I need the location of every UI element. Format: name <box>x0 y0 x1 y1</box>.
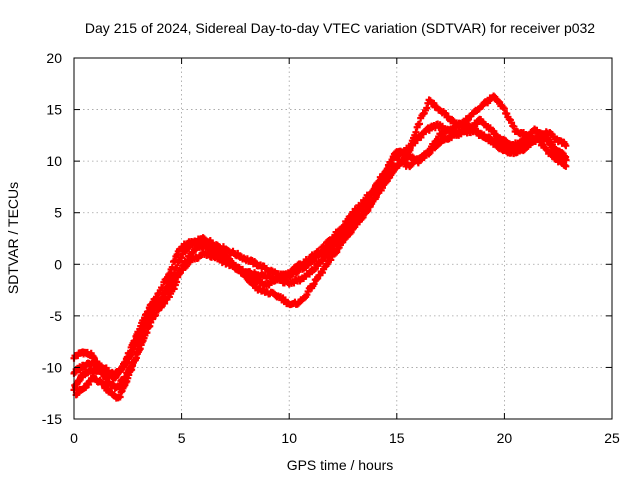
marker-plus <box>540 131 548 139</box>
marker-plus <box>171 257 179 265</box>
marker-plus <box>163 274 171 282</box>
marker-plus <box>333 248 341 256</box>
marker-plus <box>358 214 366 222</box>
marker-plus <box>159 284 167 292</box>
marker-plus <box>404 153 412 161</box>
marker-plus <box>525 134 533 142</box>
marker-plus <box>289 268 297 276</box>
marker-plus <box>310 280 318 288</box>
marker-plus <box>541 130 549 138</box>
x-tick-label: 0 <box>70 430 78 446</box>
marker-plus <box>385 162 393 170</box>
y-tick-label: -5 <box>50 308 63 324</box>
marker-plus <box>448 134 456 142</box>
marker-plus <box>416 120 424 128</box>
marker-plus <box>344 217 352 225</box>
marker-plus <box>173 278 181 286</box>
marker-plus <box>170 285 178 293</box>
axis-ticks <box>73 57 613 420</box>
marker-plus <box>165 271 173 279</box>
x-tick-label: 5 <box>178 430 186 446</box>
marker-plus <box>412 128 420 136</box>
marker-plus <box>473 120 481 128</box>
marker-plus <box>364 207 372 215</box>
marker-plus <box>183 256 191 264</box>
marker-plus <box>340 221 348 229</box>
marker-plus <box>168 263 176 271</box>
y-axis-label: SDTVAR / TECUs <box>5 182 21 294</box>
x-axis-label: GPS time / hours <box>287 457 394 473</box>
x-tick-label: 15 <box>389 430 405 446</box>
marker-plus <box>500 105 508 113</box>
plot-frame <box>73 57 613 420</box>
marker-plus <box>177 266 185 274</box>
marker-plus <box>562 153 570 161</box>
chart-title: Day 215 of 2024, Sidereal Day-to-day VTE… <box>85 20 595 36</box>
marker-plus <box>293 265 301 273</box>
x-tick-label: 25 <box>604 430 620 446</box>
marker-plus <box>510 123 518 131</box>
y-tick-label: 5 <box>54 205 62 221</box>
y-tick-label: -10 <box>42 359 62 375</box>
y-tick-label: 10 <box>46 153 62 169</box>
series-track-4 <box>70 115 570 382</box>
marker-plus <box>417 133 425 141</box>
x-tick-label: 20 <box>497 430 513 446</box>
marker-plus <box>281 296 289 304</box>
marker-plus <box>474 127 482 135</box>
marker-plus <box>562 142 570 150</box>
marker-plus <box>423 104 431 112</box>
data-series <box>70 92 570 402</box>
marker-plus <box>166 269 174 277</box>
tick-labels: 0 5 10 15 20 25 -15 -10 -5 0 5 10 15 20 <box>42 50 620 446</box>
marker-plus <box>371 194 379 202</box>
marker-plus <box>305 256 313 264</box>
marker-plus <box>317 248 325 256</box>
marker-plus <box>161 299 169 307</box>
marker-plus <box>496 98 504 106</box>
marker-plus <box>370 185 378 193</box>
y-tick-label: -15 <box>42 411 62 427</box>
marker-plus <box>382 177 390 185</box>
marker-plus <box>178 254 186 262</box>
marker-plus <box>359 213 367 221</box>
marker-plus <box>562 162 570 170</box>
y-tick-label: 15 <box>46 102 62 118</box>
y-tick-label: 20 <box>46 50 62 66</box>
x-tick-label: 10 <box>281 430 297 446</box>
y-tick-label: 0 <box>54 256 62 272</box>
grid <box>74 58 612 419</box>
marker-plus <box>448 115 456 123</box>
marker-plus <box>219 243 227 251</box>
marker-plus <box>377 175 385 183</box>
marker-plus <box>363 208 371 216</box>
marker-plus <box>312 265 320 273</box>
